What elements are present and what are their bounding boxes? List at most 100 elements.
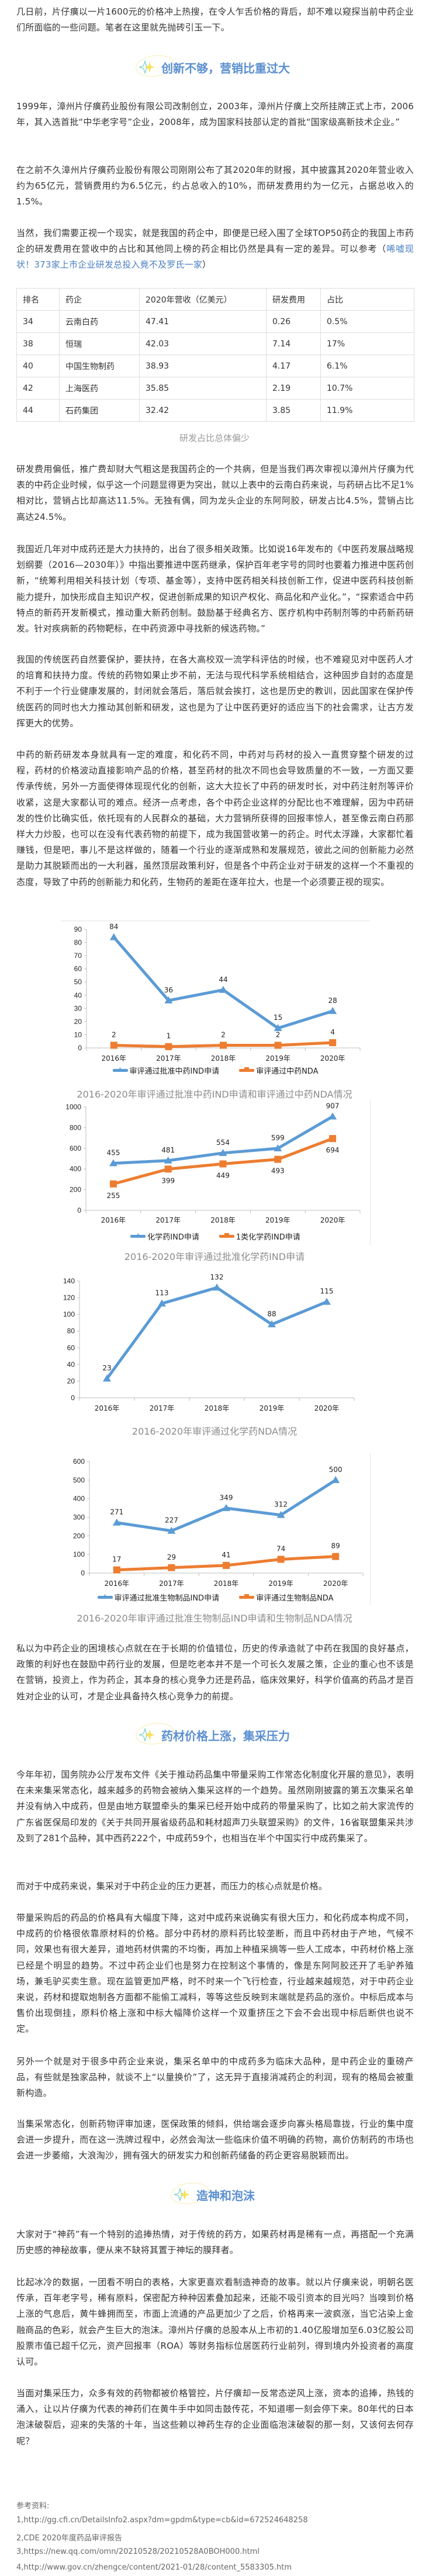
data-point-triangle — [323, 1297, 331, 1305]
data-label: 88 — [267, 1310, 276, 1318]
table-cell: 石药集团 — [59, 399, 140, 422]
data-point-square — [329, 1039, 337, 1046]
y-tick-label: 60 — [67, 1343, 75, 1352]
x-tick-label: 2020年 — [323, 1579, 348, 1588]
data-label: 113 — [155, 1289, 169, 1297]
table-header-row: 排名 药企 2020年营收（亿美元） 研发费用 占比 — [16, 288, 414, 311]
chart-svg: 0 200 400 600 800 1000 2016年 2017年 2018年 2019年 202… — [65, 1102, 361, 1224]
paragraph: 大家对于“神药”有一个特别的追捧热情，对于传统的药方，如果药材再是稀有一点，再搭… — [16, 2229, 414, 2256]
legend-swatch — [130, 1233, 146, 1238]
data-label: 89 — [331, 1542, 340, 1550]
legend-label: 审评通过中药NDA — [256, 1067, 319, 1076]
table-cell: 中国生物制药 — [59, 355, 140, 377]
chart-tcm-ind-nda: 0 10 20 30 40 50 60 70 80 90 2016年 2017年 2018年 2019年 2… — [61, 921, 370, 1076]
data-label: 1 — [167, 1032, 171, 1040]
header-cell: 药企 — [59, 288, 140, 311]
references-title: 参考资料: — [16, 2502, 50, 2511]
table-cell: 恒瑞 — [59, 332, 140, 355]
triangle-marker-icon — [136, 1233, 141, 1238]
table-row: 38 恒瑞 42.03 7.14 17% — [16, 332, 414, 355]
header-cell: 2020年营收（亿美元） — [139, 288, 267, 311]
y-tick-label: 90 — [74, 925, 82, 933]
x-tick-label: 2016年 — [101, 1216, 126, 1224]
x-tick-label: 2018年 — [214, 1579, 239, 1588]
table-cell: 6.1% — [320, 355, 414, 377]
table-cell: 38.93 — [139, 355, 267, 377]
table-cell: 47.41 — [139, 310, 267, 333]
section-heading-pricing: 药材价格上涨，集采压力 — [0, 1720, 429, 1747]
table-row: 34 云南白药 47.41 0.26 0.5% — [16, 310, 414, 333]
y-tick-label: 120 — [63, 1294, 75, 1302]
data-label: 399 — [161, 1176, 175, 1185]
y-tick-label: 0 — [81, 1569, 85, 1577]
y-tick-label: 20 — [67, 1377, 75, 1385]
article-link[interactable]: 唏嘘现状！373家上市企业研发总投入竟不及罗氏一家 — [16, 244, 414, 270]
data-label: 115 — [320, 1287, 334, 1296]
y-tick-label: 500 — [73, 1476, 85, 1484]
intro-paragraph: 几日前，片仔癀以一片1600元的价格冲上热搜，在令人乍舌价格的背后，却不难以窥探… — [16, 6, 414, 33]
rd-ratio-table: 排名 药企 2020年营收（亿美元） 研发费用 占比 34 云南白药 47.41 0.… — [16, 288, 414, 422]
table-cell: 2.19 — [266, 377, 321, 400]
x-tick-label: 2017年 — [150, 1404, 175, 1412]
data-label: 481 — [161, 1146, 175, 1154]
paragraph: 当面对集采压力，众多有效的药物都被价格管控，片仔癀却一反常态逆风上涨，资本的追捧… — [16, 2388, 414, 2446]
paragraph: 研发费用偏低，推广费却财大气粗这是我国药企的一个共病，但是当我们再次审视以漳州片… — [16, 464, 414, 522]
paragraph: 比起冰冷的数据，一团看不明白的表格，大家更喜欢看制造神奇的故事。就以片仔癀来说，… — [16, 2277, 414, 2367]
data-label: 44 — [219, 975, 227, 984]
data-label: 554 — [216, 1138, 230, 1147]
x-tick-label: 2019年 — [265, 1054, 290, 1063]
table-cell: 35.85 — [139, 377, 267, 400]
data-point-triangle — [109, 1159, 117, 1167]
y-tick-label: 70 — [74, 952, 82, 960]
data-point-square — [168, 1564, 175, 1571]
y-tick-label: 800 — [70, 1123, 81, 1131]
data-point-triangle — [219, 985, 227, 993]
paragraph-text: 当然，我们需要正视一个现实，就是我国的药企中，即便是已经入围了全球TOP50药企… — [16, 228, 414, 255]
data-point-triangle — [274, 1024, 282, 1032]
reference-item: 4,http://www.gov.cn/zhengce/content/2021… — [16, 2563, 292, 2572]
y-tick-label: 600 — [73, 1457, 85, 1466]
y-tick-label: 80 — [74, 939, 82, 947]
header-cell: 占比 — [320, 288, 414, 311]
legend-label: 审评通过批准中药IND申请 — [129, 1067, 220, 1076]
data-label: 2 — [276, 1030, 281, 1039]
y-tick-label: 80 — [67, 1327, 75, 1335]
data-label: 41 — [222, 1551, 230, 1559]
data-point-square — [219, 1160, 227, 1168]
table-cell: 上海医药 — [59, 377, 140, 400]
data-label: 23 — [102, 1364, 111, 1372]
legend-item: 审评通过批准中药IND申请 — [112, 1065, 220, 1076]
paragraph: 中药的新药研发本身就具有一定的难度，和化药不同，中药对与药材的投入一直贯穿整个研… — [16, 749, 414, 887]
y-tick-label: 0 — [71, 1394, 75, 1402]
data-point-square — [164, 1165, 172, 1173]
y-tick-label: 60 — [74, 965, 82, 973]
data-point-triangle — [331, 1476, 340, 1483]
legend-item: 审评通过中药NDA — [239, 1065, 318, 1076]
company-history-paragraph: 1999年，漳州片仔癀药业股份有限公司改制创立，2003年，漳州片仔癀上交所挂牌… — [16, 101, 414, 128]
table-row: 44 石药集团 32.42 3.85 11.9% — [16, 399, 414, 422]
paragraph: 带量采购后的药品的价格具有大幅度下降，这对中成药来说确实有很大压力，和化药成本构… — [16, 1912, 414, 2035]
x-tick-label: 2017年 — [159, 1579, 184, 1588]
data-point-triangle — [164, 1156, 172, 1164]
data-label: 493 — [271, 1167, 285, 1175]
data-point-triangle — [103, 1374, 111, 1382]
y-tick-label: 300 — [73, 1513, 85, 1522]
legend-swatch — [97, 1594, 113, 1599]
financials-paragraph: 在之前不久漳州片仔癀药业股份有限公司刚刚公布了其2020年的财报，其中披露其20… — [16, 165, 414, 207]
data-point-triangle — [167, 1526, 176, 1534]
legend-label: 审评通过批准生物制品IND申请 — [114, 1594, 220, 1603]
triangle-marker-icon — [117, 1067, 123, 1072]
y-tick-label: 400 — [73, 1495, 85, 1503]
table-cell: 17% — [320, 332, 414, 355]
data-label: 449 — [216, 1172, 230, 1180]
x-tick-label: 2019年 — [265, 1216, 290, 1224]
chart-chemical-ind: 0 200 400 600 800 1000 2016年 2017年 2018年 2019年 202… — [61, 1099, 371, 1245]
series-line — [105, 1286, 327, 1380]
x-tick-label: 2018年 — [210, 1216, 236, 1224]
header-cell: 研发费用 — [266, 288, 321, 311]
table-row: 42 上海医药 35.85 2.19 10.7% — [16, 377, 414, 400]
x-tick-label: 2016年 — [95, 1404, 120, 1412]
data-label: 271 — [110, 1508, 123, 1516]
table-cell: 7.14 — [266, 332, 321, 355]
data-label: 349 — [220, 1494, 233, 1502]
